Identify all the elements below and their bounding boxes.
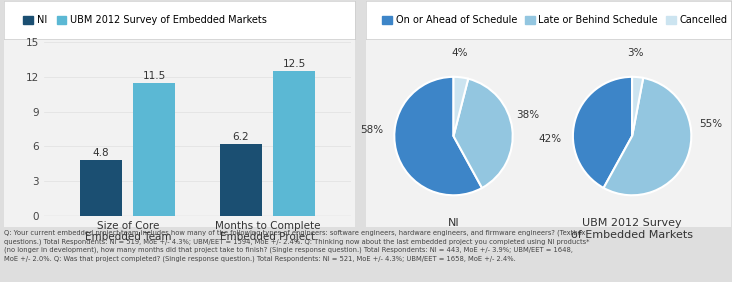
Text: 58%: 58% (360, 125, 384, 135)
Text: 4%: 4% (451, 48, 468, 58)
Bar (81, 160, 122, 216)
Wedge shape (604, 78, 691, 195)
Wedge shape (454, 77, 468, 136)
Legend: NI, UBM 2012 Survey of Embedded Markets: NI, UBM 2012 Survey of Embedded Markets (19, 11, 271, 29)
Bar (273, 71, 315, 216)
Text: 38%: 38% (516, 110, 539, 120)
Text: 42%: 42% (539, 134, 562, 144)
X-axis label: UBM 2012 Survey
of Embedded Markets: UBM 2012 Survey of Embedded Markets (571, 219, 693, 240)
X-axis label: NI: NI (448, 219, 459, 228)
Wedge shape (454, 79, 512, 188)
Legend: On or Ahead of Schedule, Late or Behind Schedule, Cancelled: On or Ahead of Schedule, Late or Behind … (378, 11, 731, 29)
Wedge shape (395, 77, 482, 195)
Bar (133, 83, 175, 216)
Text: 3%: 3% (627, 48, 643, 58)
Text: 4.8: 4.8 (93, 148, 110, 158)
Text: 12.5: 12.5 (283, 59, 306, 69)
Bar (220, 144, 262, 216)
Text: 55%: 55% (699, 119, 722, 129)
Text: 11.5: 11.5 (143, 71, 166, 81)
Wedge shape (632, 77, 643, 136)
Text: 6.2: 6.2 (233, 132, 250, 142)
Wedge shape (573, 77, 632, 188)
Text: Q: Your current embedded project team includes how many of the following types o: Q: Your current embedded project team in… (4, 230, 589, 262)
